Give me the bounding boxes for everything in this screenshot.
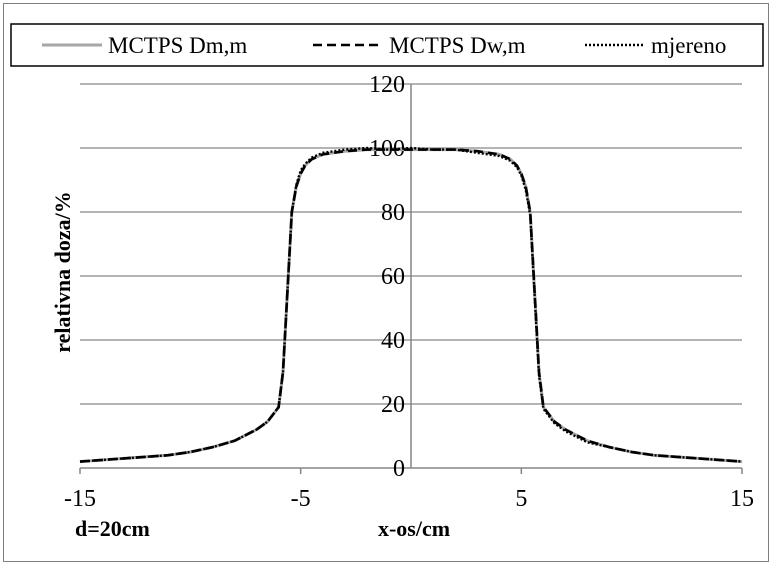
y-tick-label-20: 20 <box>381 392 405 418</box>
axes <box>79 84 743 474</box>
x-tick-label-5: 5 <box>515 486 527 512</box>
x-tick-labels: -15 -5 5 15 <box>64 486 754 512</box>
x-tick-label--15: -15 <box>64 486 96 512</box>
x-tick-label-15: 15 <box>730 486 754 512</box>
legend-label-dm: MCTPS Dm,m <box>108 33 247 58</box>
depth-annotation: d=20cm <box>75 516 150 541</box>
y-tick-label-40: 40 <box>381 328 405 354</box>
legend-label-dw: MCTPS Dw,m <box>389 33 526 58</box>
legend: MCTPS Dm,m MCTPS Dw,m mjereno <box>42 33 726 58</box>
series-lines <box>79 146 743 464</box>
x-axis-label: x-os/cm <box>378 516 450 541</box>
legend-label-measured: mjereno <box>651 33 726 58</box>
series-line-dw <box>79 148 743 463</box>
y-tick-label-60: 60 <box>381 264 405 290</box>
x-tick-label--5: -5 <box>291 486 311 512</box>
chart-frame <box>3 3 769 562</box>
y-axis-label: relativna doza/% <box>50 191 75 353</box>
y-tick-label-0: 0 <box>393 456 405 482</box>
series-line-measured <box>79 146 743 463</box>
y-tick-label-120: 120 <box>369 72 405 98</box>
y-tick-label-80: 80 <box>381 200 405 226</box>
